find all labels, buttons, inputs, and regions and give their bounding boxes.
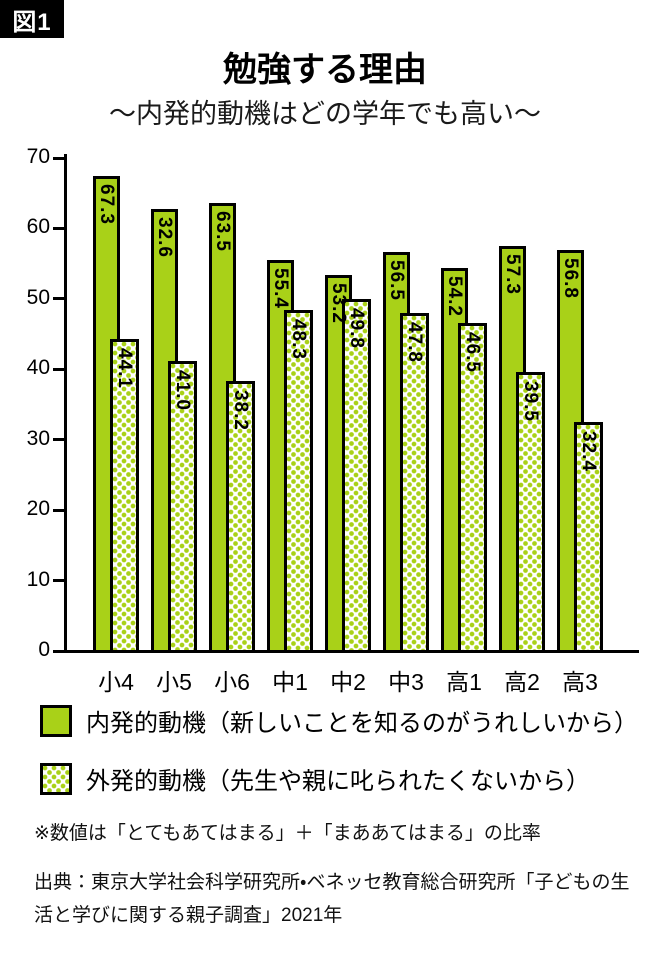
y-tick-70: [53, 156, 65, 160]
x-category-label-中2: 中2: [330, 669, 366, 695]
y-tick-label-10: 10: [26, 567, 50, 591]
value-label-intrinsic-小6: 63.5: [212, 210, 233, 252]
value-label-intrinsic-高3: 56.8: [560, 257, 581, 299]
value-label-extrinsic-中3: 47.8: [404, 322, 425, 364]
legend-item-intrinsic: 内発的動機（新しいことを知るのがうれしいから）: [40, 703, 638, 738]
y-tick-10: [53, 579, 65, 583]
value-label-extrinsic-高3: 32.4: [578, 430, 599, 472]
value-label-intrinsic-中1: 55.4: [270, 267, 291, 309]
y-tick-label-0: 0: [38, 638, 50, 661]
x-category-label-小4: 小4: [98, 669, 134, 695]
value-label-extrinsic-小5: 41.0: [172, 370, 193, 412]
bar-extrinsic-小6: [226, 380, 255, 653]
y-tick-30: [53, 438, 65, 442]
y-tick-label-30: 30: [26, 426, 50, 450]
value-label-extrinsic-小6: 38.2: [230, 389, 251, 431]
y-tick-label-40: 40: [26, 356, 50, 380]
value-label-intrinsic-中3: 56.5: [386, 260, 407, 302]
x-category-label-小5: 小5: [156, 669, 192, 695]
x-category-label-高3: 高3: [562, 669, 598, 695]
bar-extrinsic-小4: [110, 339, 139, 653]
footnote: ※数値は「とてもあてはまる」＋「まああてはまる」の比率: [34, 823, 541, 844]
bar-extrinsic-高2: [516, 371, 545, 653]
chart-title: 勉強する理由: [223, 51, 427, 89]
value-label-extrinsic-高1: 46.5: [462, 331, 483, 373]
figure-number-badge: 図1: [0, 0, 64, 38]
legend-swatch-solid: [40, 704, 72, 737]
y-tick-label-70: 70: [26, 145, 50, 168]
x-category-label-中3: 中3: [388, 669, 424, 695]
value-label-extrinsic-高2: 39.5: [520, 380, 541, 422]
bar-extrinsic-中1: [284, 309, 313, 653]
legend-item-extrinsic: 外発的動機（先生や親に叱られたくないから）: [40, 761, 638, 796]
legend: 内発的動機（新しいことを知るのがうれしいから） 外発的動機（先生や親に叱られたく…: [40, 703, 638, 819]
y-tick-40: [53, 367, 65, 371]
x-category-label-中1: 中1: [272, 669, 308, 695]
y-tick-label-20: 20: [26, 497, 50, 521]
bar-extrinsic-中2: [342, 299, 371, 653]
bar-extrinsic-中3: [400, 313, 429, 653]
legend-label-extrinsic: 外発的動機（先生や親に叱られたくないから）: [86, 768, 590, 795]
value-label-intrinsic-小5: 32.6: [154, 217, 175, 259]
y-tick-0: [53, 649, 65, 653]
value-label-extrinsic-小4: 44.1: [114, 348, 135, 390]
x-category-label-高1: 高1: [446, 669, 482, 695]
value-label-intrinsic-中2: 53.2: [328, 283, 349, 325]
legend-label-intrinsic: 内発的動機（新しいことを知るのがうれしいから）: [86, 710, 638, 737]
y-tick-label-60: 60: [26, 215, 50, 239]
value-label-extrinsic-中2: 49.8: [346, 308, 367, 350]
y-axis-line: [64, 154, 67, 653]
source-citation: 出典：東京大学社会科学研究所・ベネッセ教育総合研究所「子どもの生活と学びに関する…: [34, 872, 630, 927]
bar-extrinsic-高3: [574, 421, 603, 653]
x-category-label-小6: 小6: [214, 669, 250, 695]
bar-chart: 0 10 20 30 40 50 60 70 67.3 44.1 小4 32.6 41.0 小5 63.5 3…: [0, 145, 650, 705]
x-category-label-高2: 高2: [504, 669, 540, 695]
y-tick-label-50: 50: [26, 285, 50, 309]
bar-extrinsic-高1: [458, 322, 487, 653]
value-label-intrinsic-高1: 54.2: [444, 276, 465, 318]
y-tick-60: [53, 226, 65, 230]
y-tick-50: [53, 297, 65, 301]
legend-swatch-dotted: [40, 762, 72, 795]
chart-subtitle: 〜内発的動機はどの学年でも高い〜: [109, 99, 541, 129]
bar-extrinsic-小5: [168, 361, 197, 653]
value-label-intrinsic-高2: 57.3: [502, 254, 523, 296]
value-label-intrinsic-小4: 67.3: [96, 184, 117, 225]
value-label-extrinsic-中1: 48.3: [288, 318, 309, 360]
y-tick-20: [53, 508, 65, 512]
